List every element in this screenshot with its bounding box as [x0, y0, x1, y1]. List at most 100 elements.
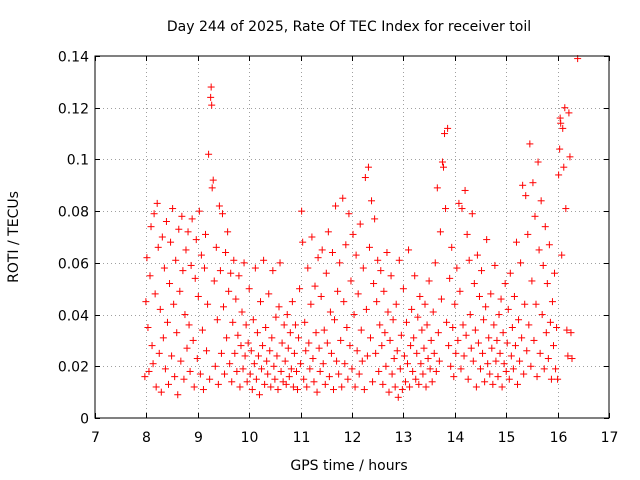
data-point — [376, 321, 384, 329]
data-point — [369, 378, 377, 386]
data-point — [159, 334, 167, 342]
data-point — [496, 349, 504, 357]
data-point — [317, 292, 325, 300]
data-point — [296, 285, 304, 293]
data-point — [526, 140, 534, 148]
data-point — [345, 210, 353, 218]
data-point — [152, 383, 160, 391]
data-point — [444, 124, 452, 132]
data-point — [397, 331, 405, 339]
data-point — [470, 280, 478, 288]
data-point — [257, 298, 265, 306]
data-point — [305, 339, 313, 347]
data-point — [298, 207, 306, 215]
data-point — [479, 349, 487, 357]
x-axis: 7 8 9 10 11 12 13 14 15 16 17 — [91, 56, 618, 446]
data-point — [337, 336, 345, 344]
data-point — [319, 360, 327, 368]
data-point — [284, 344, 292, 352]
data-point — [538, 311, 546, 319]
data-point — [396, 365, 404, 373]
data-point — [312, 329, 320, 337]
data-point — [205, 150, 213, 158]
data-point — [362, 305, 370, 313]
data-point — [237, 342, 245, 350]
data-point — [326, 308, 334, 316]
data-point — [434, 329, 442, 337]
data-point — [350, 311, 358, 319]
data-point — [178, 212, 186, 220]
data-point — [567, 329, 575, 337]
data-point — [377, 267, 385, 275]
chart-title: Day 244 of 2025, Rate Of TEC Index for r… — [167, 19, 531, 35]
data-point — [161, 365, 169, 373]
data-point — [433, 184, 441, 192]
data-point — [253, 329, 261, 337]
data-point — [338, 383, 346, 391]
data-point — [307, 300, 315, 308]
data-point — [202, 230, 210, 238]
data-point — [413, 349, 421, 357]
data-point — [391, 383, 399, 391]
data-point — [141, 373, 149, 381]
data-point — [165, 380, 173, 388]
data-point — [492, 357, 500, 365]
data-point — [258, 365, 266, 373]
data-point — [206, 375, 214, 383]
data-point — [370, 280, 378, 288]
data-point — [143, 254, 151, 262]
data-point — [215, 202, 223, 210]
data-point — [524, 230, 532, 238]
data-point — [563, 326, 571, 334]
data-point — [386, 336, 394, 344]
data-point — [227, 269, 235, 277]
data-point — [174, 391, 182, 399]
data-point — [351, 383, 359, 391]
data-point — [420, 344, 428, 352]
data-point — [560, 163, 568, 171]
data-point — [167, 238, 175, 246]
data-point — [450, 373, 458, 381]
data-point — [543, 280, 551, 288]
x-tick-label: 13 — [395, 430, 413, 446]
data-point — [443, 318, 451, 326]
data-point — [348, 365, 356, 373]
data-point — [184, 228, 192, 236]
data-point — [501, 280, 509, 288]
data-point — [419, 370, 427, 378]
data-point — [306, 365, 314, 373]
data-point — [436, 228, 444, 236]
data-point — [446, 274, 454, 282]
data-point — [209, 176, 217, 184]
data-point — [183, 344, 191, 352]
data-point — [230, 256, 238, 264]
data-point — [241, 352, 249, 360]
data-point — [367, 334, 375, 342]
data-point — [426, 365, 434, 373]
y-tick-label: 0.04 — [58, 309, 89, 325]
data-point — [212, 243, 220, 251]
data-point — [247, 347, 255, 355]
data-point — [531, 212, 539, 220]
data-point — [546, 318, 554, 326]
data-point — [271, 375, 279, 383]
data-point — [551, 269, 559, 277]
data-point — [210, 277, 218, 285]
data-point — [418, 326, 426, 334]
x-tick-label: 17 — [601, 430, 619, 446]
data-point — [432, 367, 440, 375]
data-point — [408, 305, 416, 313]
y-axis-title: ROTI / TECUs — [6, 191, 22, 283]
x-tick-label: 12 — [344, 430, 362, 446]
data-point — [388, 370, 396, 378]
data-point — [548, 298, 556, 306]
data-point — [555, 171, 563, 179]
data-point — [552, 365, 560, 373]
data-point — [275, 303, 283, 311]
data-point — [176, 287, 184, 295]
data-point — [383, 249, 391, 257]
data-point — [382, 362, 390, 370]
data-point — [170, 300, 178, 308]
data-point — [499, 329, 507, 337]
data-point — [356, 220, 364, 228]
